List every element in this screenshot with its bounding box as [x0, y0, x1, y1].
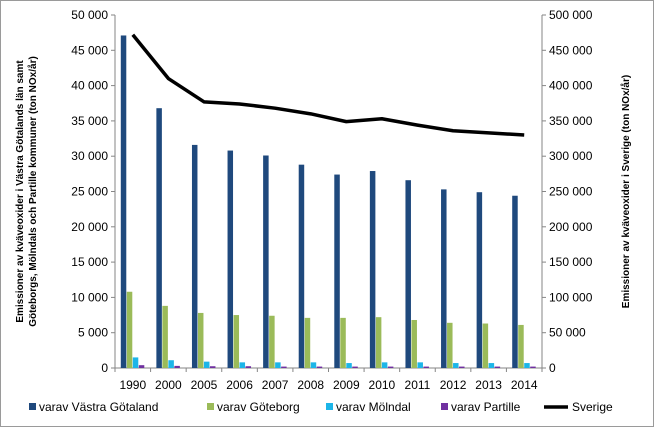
- bar: [476, 192, 483, 368]
- bar: [203, 361, 210, 368]
- bar: [488, 363, 495, 368]
- bar: [281, 366, 287, 368]
- y-axis-title-left: Emissioner av kväveoxider i Västra Götal…: [15, 56, 39, 327]
- y-tick-label-right: 450 000: [549, 43, 593, 57]
- y-tick-label-left: 5 000: [78, 326, 108, 340]
- bar: [459, 366, 465, 368]
- bar: [298, 164, 305, 368]
- x-tick-label: 2014: [511, 378, 538, 392]
- bar: [120, 35, 127, 368]
- bar: [310, 362, 317, 368]
- bar: [197, 312, 204, 368]
- x-tick-label: 2005: [191, 378, 218, 392]
- legend-label: varav Mölndal: [336, 400, 411, 414]
- legend-label: Sverige: [572, 400, 613, 414]
- bar: [263, 155, 269, 368]
- x-tick-label: 2011: [405, 378, 431, 392]
- bar: [233, 315, 240, 368]
- bar: [239, 362, 246, 368]
- bar: [494, 366, 501, 368]
- x-tick-label: 2006: [226, 378, 253, 392]
- y-axis-title-right: Emissioner av kväveoxider i Sverige (ton…: [620, 75, 632, 308]
- bar: [168, 360, 174, 368]
- y-tick-label-left: 40 000: [71, 79, 108, 93]
- bar: [162, 305, 168, 368]
- bar: [387, 366, 394, 368]
- bar: [191, 144, 198, 368]
- bar: [512, 195, 518, 368]
- bar: [275, 362, 281, 368]
- x-tick-label: 2013: [475, 378, 502, 392]
- bar: [411, 319, 417, 368]
- y-tick-label-right: 0: [549, 361, 556, 375]
- x-tick-label: 2012: [440, 378, 467, 392]
- bar: [453, 363, 459, 368]
- x-tick-label: 2010: [369, 378, 396, 392]
- bar: [346, 363, 352, 368]
- y-tick-label-left: 15 000: [71, 255, 108, 269]
- bar: [174, 365, 180, 368]
- legend-label: varav Göteborg: [217, 400, 300, 414]
- y-tick-label-right: 500 000: [549, 8, 593, 22]
- bar: [304, 317, 311, 368]
- legend-label: varav Partille: [451, 400, 521, 414]
- bar: [375, 317, 382, 368]
- legend-swatch: [29, 403, 36, 410]
- line-series-sverige: [131, 33, 525, 137]
- bar: [518, 324, 524, 368]
- y-tick-label-left: 25 000: [71, 185, 108, 199]
- y-tick-label-left: 20 000: [71, 220, 108, 234]
- bar: [245, 366, 252, 368]
- bar: [209, 366, 216, 368]
- bar: [138, 365, 145, 368]
- legend-swatch: [326, 403, 333, 410]
- y-tick-label-right: 350 000: [549, 114, 593, 128]
- y-tick-label-left: 30 000: [71, 149, 108, 163]
- y-tick-label-right: 50 000: [549, 326, 586, 340]
- y-tick-label-right: 250 000: [549, 185, 593, 199]
- bar: [381, 362, 388, 368]
- y-tick-label-left: 45 000: [71, 43, 108, 57]
- y-tick-label-right: 200 000: [549, 220, 593, 234]
- bar: [530, 366, 536, 368]
- bar: [334, 174, 340, 368]
- y-tick-label-right: 400 000: [549, 79, 593, 93]
- legend-swatch: [441, 403, 448, 410]
- y-tick-label-left: 0: [101, 361, 108, 375]
- bar: [132, 357, 139, 368]
- bar: [441, 189, 447, 368]
- x-tick-label: 2008: [297, 378, 324, 392]
- bar: [227, 150, 234, 368]
- bar: [417, 362, 423, 368]
- x-tick-label: 1990: [119, 378, 146, 392]
- bar: [423, 366, 429, 368]
- bar: [369, 171, 376, 368]
- bar: [405, 180, 411, 368]
- bar: [482, 323, 489, 368]
- bar: [269, 315, 275, 368]
- x-tick-label: 2007: [262, 378, 289, 392]
- legend-label: varav Västra Götaland: [39, 400, 158, 414]
- bar: [156, 108, 162, 368]
- y-tick-label-left: 10 000: [71, 290, 108, 304]
- bar: [340, 317, 346, 368]
- y-tick-label-right: 300 000: [549, 149, 593, 163]
- bar: [524, 363, 530, 368]
- y-tick-label-right: 100 000: [549, 290, 593, 304]
- bar: [316, 366, 323, 368]
- bar: [447, 322, 453, 368]
- bar: [126, 291, 133, 368]
- x-tick-label: 2000: [155, 378, 182, 392]
- x-tick-label: 2009: [333, 378, 360, 392]
- bar: [352, 366, 358, 368]
- y-tick-label-left: 35 000: [71, 114, 108, 128]
- y-tick-label-left: 50 000: [71, 8, 108, 22]
- legend-swatch: [207, 403, 214, 410]
- y-tick-label-right: 150 000: [549, 255, 593, 269]
